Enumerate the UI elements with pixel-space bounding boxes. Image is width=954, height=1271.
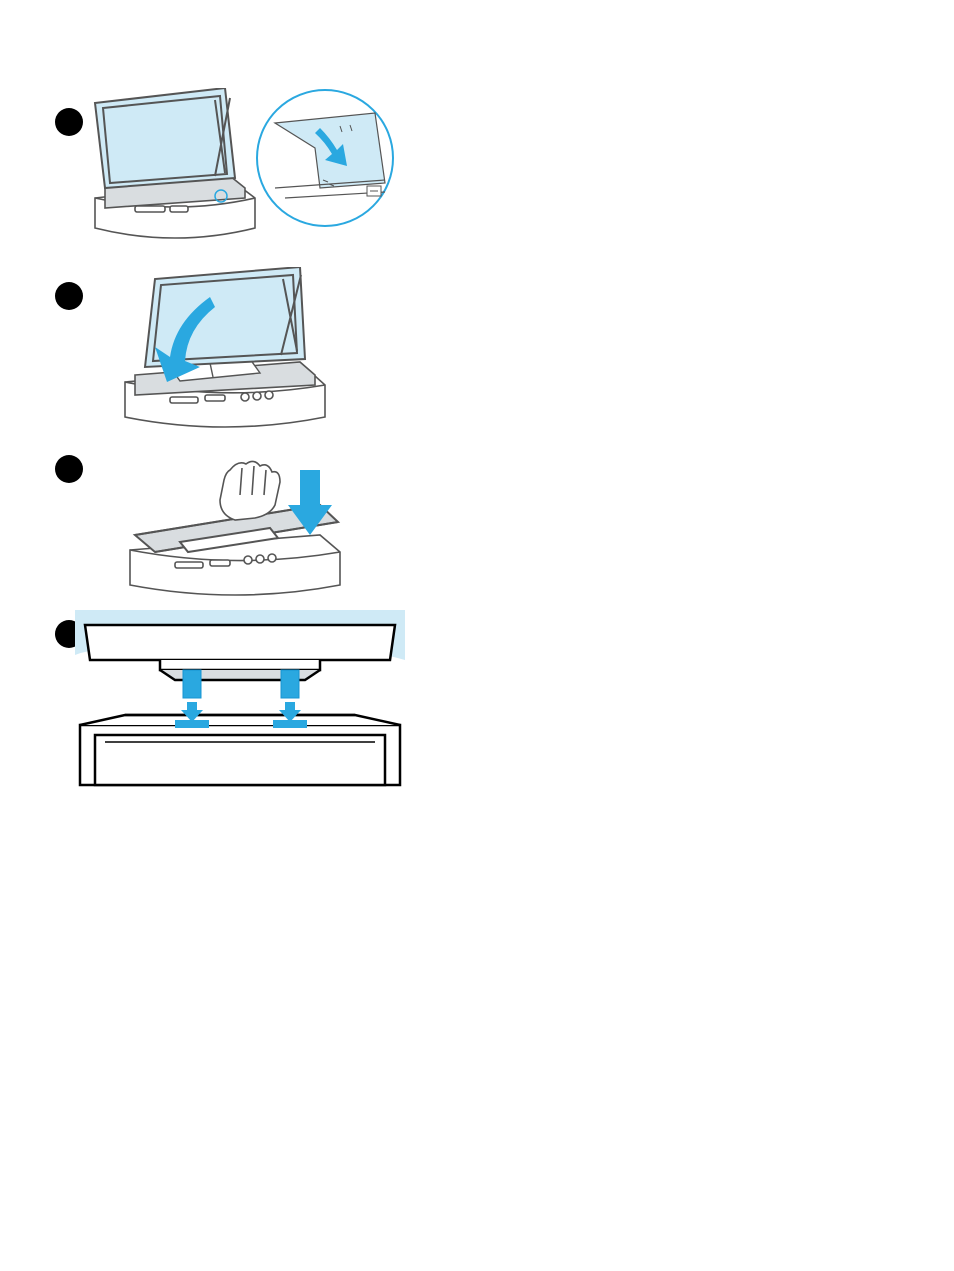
step-1-illustration bbox=[75, 88, 395, 258]
step-4-illustration bbox=[75, 610, 405, 790]
step-bullet-3 bbox=[55, 455, 83, 483]
step-2-illustration bbox=[115, 267, 335, 437]
step-bullet-2 bbox=[55, 282, 83, 310]
page bbox=[0, 0, 954, 1271]
step-3-illustration bbox=[120, 450, 350, 605]
